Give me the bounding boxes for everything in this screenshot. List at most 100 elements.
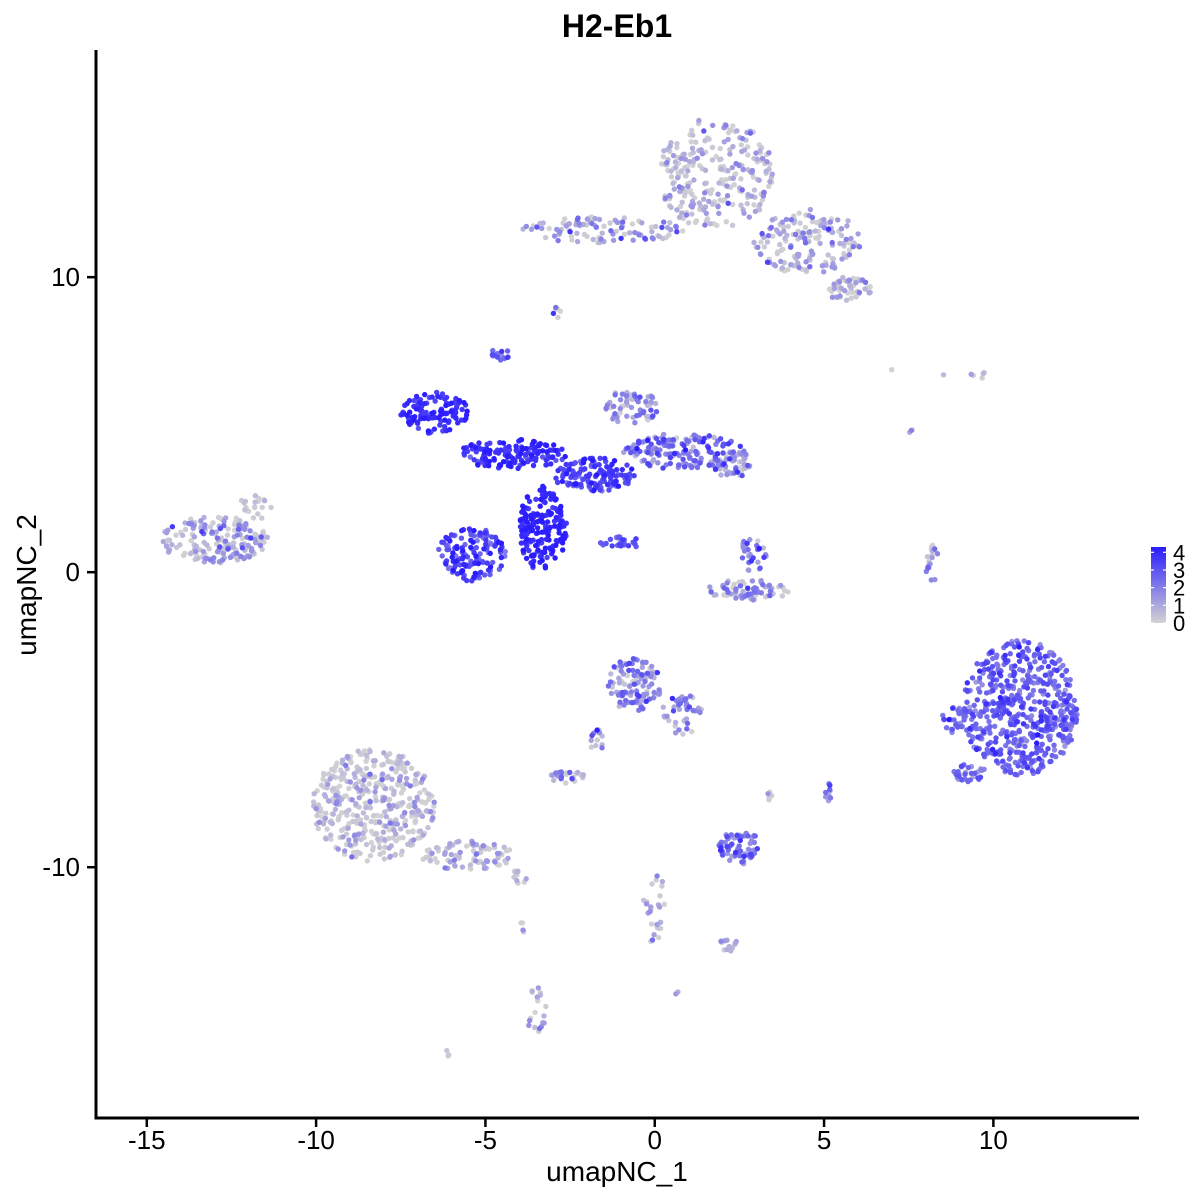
cell-point — [163, 530, 170, 536]
cell-point — [353, 801, 359, 807]
cell-point — [1045, 723, 1051, 729]
cell-point — [530, 563, 536, 569]
cell-point — [492, 534, 499, 540]
cell-point — [349, 797, 355, 803]
cell-point — [221, 518, 227, 524]
cell-point — [384, 753, 390, 759]
cell-point — [654, 450, 660, 456]
cell-point — [1063, 667, 1070, 674]
cell-point — [513, 447, 519, 453]
cell-point — [969, 675, 976, 681]
cell-point — [482, 530, 488, 536]
cell-point — [257, 542, 264, 549]
cell-point — [1063, 726, 1069, 732]
cell-point — [474, 538, 480, 544]
cell-point — [612, 392, 618, 398]
cell-point — [1006, 763, 1012, 769]
cell-point — [169, 542, 175, 548]
cell-point — [641, 457, 647, 463]
cell-point — [710, 201, 716, 207]
cell-point — [702, 222, 708, 228]
cell-point — [1059, 672, 1065, 679]
cell-point — [725, 200, 731, 206]
cell-point — [751, 187, 758, 193]
cell-point — [531, 558, 537, 564]
cell-point — [529, 988, 535, 994]
cell-point — [524, 494, 531, 500]
cell-point — [1035, 732, 1041, 738]
cell-point — [807, 206, 814, 213]
cell-point — [448, 851, 454, 858]
cell-point — [846, 252, 853, 258]
cell-point — [727, 127, 733, 133]
cell-point — [750, 174, 757, 180]
cell-point — [544, 554, 550, 561]
cell-point — [543, 442, 550, 449]
cell-point — [539, 529, 545, 535]
cell-point — [363, 841, 370, 848]
cell-point — [983, 690, 990, 696]
cell-point — [778, 258, 784, 265]
cell-point — [346, 807, 352, 813]
cell-point — [182, 526, 189, 533]
x-axis-title: umapNC_1 — [546, 1156, 688, 1187]
cell-point — [844, 223, 850, 229]
cell-point — [739, 148, 745, 155]
cell-point — [343, 762, 349, 768]
cell-point — [649, 229, 655, 235]
cell-point — [660, 465, 666, 471]
cell-point — [632, 393, 638, 399]
cell-point — [590, 236, 596, 243]
cell-point — [981, 666, 988, 673]
cell-point — [389, 776, 395, 782]
cell-point — [977, 668, 983, 674]
cell-point — [706, 198, 712, 205]
cell-point — [589, 457, 596, 463]
cell-point — [195, 555, 201, 562]
cell-point — [740, 166, 746, 173]
cell-point — [412, 777, 418, 783]
cell-point — [1063, 677, 1069, 683]
cell-point — [407, 783, 413, 789]
cell-point — [559, 518, 565, 524]
cell-point — [779, 593, 786, 599]
cell-point — [415, 808, 421, 814]
cell-point — [371, 763, 377, 769]
cell-point — [432, 414, 438, 421]
cell-point — [756, 207, 763, 213]
cell-point — [741, 853, 747, 859]
cell-point — [385, 758, 391, 764]
cell-point — [607, 536, 614, 542]
cell-point — [517, 517, 523, 523]
cell-point — [246, 554, 253, 560]
cell-point — [335, 846, 341, 852]
cell-point — [707, 221, 713, 227]
cell-point — [984, 714, 990, 720]
cell-point — [179, 532, 186, 538]
cell-point — [234, 550, 240, 556]
cell-point — [997, 694, 1003, 701]
cell-point — [432, 398, 438, 404]
cell-point — [351, 771, 357, 777]
cell-point — [1069, 716, 1076, 722]
cell-point — [973, 746, 980, 753]
cell-point — [745, 585, 751, 591]
cell-point — [520, 504, 527, 510]
cell-point — [1038, 727, 1044, 733]
cell-point — [723, 122, 729, 128]
cell-point — [968, 371, 974, 377]
cell-point — [656, 233, 662, 240]
cell-point — [777, 241, 783, 248]
cell-point — [413, 406, 419, 412]
cell-point — [648, 407, 654, 413]
cell-point — [977, 689, 983, 695]
cell-point — [558, 769, 564, 775]
cell-point — [694, 464, 701, 471]
cell-point — [619, 689, 626, 696]
cell-point — [964, 687, 970, 694]
cell-point — [268, 504, 274, 511]
cell-point — [1038, 718, 1045, 724]
cell-point — [589, 732, 595, 739]
cell-point — [347, 842, 353, 848]
cell-point — [400, 834, 406, 841]
